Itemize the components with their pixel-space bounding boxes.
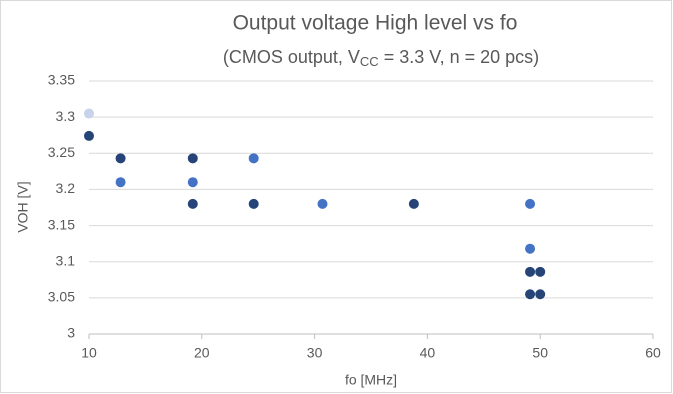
x-tick-label: 40 xyxy=(420,345,436,361)
chart-title: Output voltage High level vs fo xyxy=(233,12,518,35)
chart-subtitle: (CMOS output, VCC = 3.3 V, n = 20 pcs) xyxy=(223,47,539,70)
y-tick-label: 3.1 xyxy=(56,252,76,268)
point xyxy=(84,130,94,141)
y-tick-label: 3.2 xyxy=(56,180,76,196)
point xyxy=(187,177,198,188)
point xyxy=(535,289,546,300)
point xyxy=(525,266,536,277)
subtitle-subscript: CC xyxy=(360,54,379,69)
point xyxy=(248,153,259,164)
y-tick-label: 3.05 xyxy=(48,289,75,305)
x-tick-label: 30 xyxy=(307,345,323,361)
point xyxy=(317,198,328,209)
x-tick-label: 60 xyxy=(645,345,661,361)
x-tick-label: 50 xyxy=(532,345,548,361)
point xyxy=(115,177,126,188)
point xyxy=(248,198,259,209)
point xyxy=(525,243,536,254)
point xyxy=(535,266,546,277)
point xyxy=(187,198,198,209)
y-tick-label: 3.35 xyxy=(48,72,75,88)
point xyxy=(115,153,126,164)
y-tick-label: 3.15 xyxy=(48,216,75,232)
point xyxy=(525,289,536,300)
y-tick-label: 3.3 xyxy=(56,108,76,124)
x-tick-label: 20 xyxy=(194,345,210,361)
x-tick-label: 10 xyxy=(81,345,97,361)
y-axis-label: VOH [V] xyxy=(15,181,31,232)
y-tick-label: 3 xyxy=(67,325,75,341)
y-tick-label: 3.25 xyxy=(48,144,75,160)
subtitle-part: = 3.3 V, n = 20 pcs) xyxy=(379,47,539,67)
point xyxy=(84,108,94,119)
x-axis-label: fo [MHz] xyxy=(345,372,397,388)
point xyxy=(187,153,198,164)
point xyxy=(408,198,419,209)
point xyxy=(525,198,536,209)
subtitle-part: (CMOS output, V xyxy=(223,47,360,67)
